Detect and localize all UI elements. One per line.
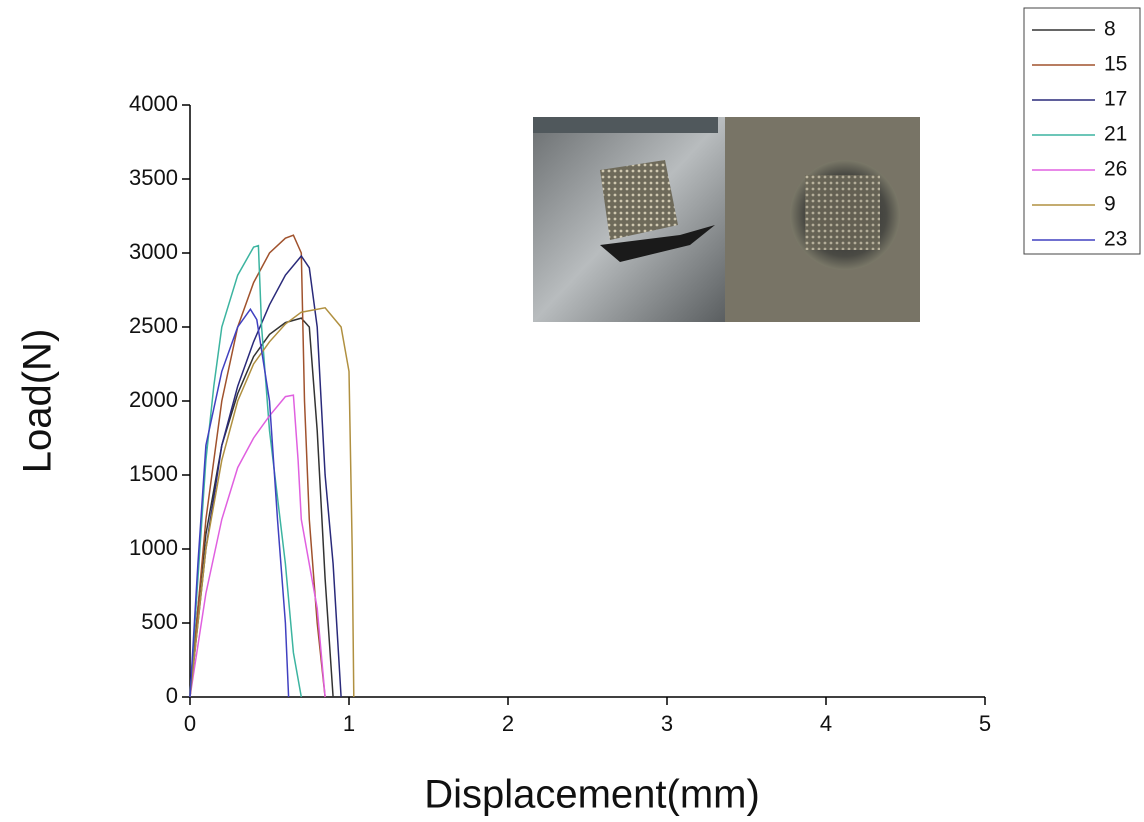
x-axis-label: Displacement(mm) [424, 773, 760, 817]
legend-label: 21 [1104, 123, 1127, 146]
y-tick-label: 3000 [129, 239, 178, 264]
y-tick-label: 3500 [129, 165, 178, 190]
series-line [189, 317, 334, 698]
y-tick-label: 1000 [129, 535, 178, 560]
legend-label: 17 [1104, 88, 1127, 111]
legend-label: 26 [1104, 158, 1127, 181]
series-line [189, 394, 326, 698]
x-tick-label: 5 [979, 711, 991, 736]
legend-label: 15 [1104, 53, 1127, 76]
legend-label: 9 [1104, 193, 1116, 216]
inset-photo [533, 117, 920, 322]
y-tick-label: 0 [166, 683, 178, 708]
y-axis-label: Load(N) [16, 329, 60, 474]
series-line [189, 234, 326, 698]
y-tick-label: 2000 [129, 387, 178, 412]
x-tick-label: 2 [502, 711, 514, 736]
series-line [189, 254, 342, 698]
legend-label: 23 [1104, 228, 1127, 251]
y-tick-label: 1500 [129, 461, 178, 486]
x-tick-label: 1 [343, 711, 355, 736]
x-tick-label: 4 [820, 711, 832, 736]
x-tick-label: 3 [661, 711, 673, 736]
y-tick-label: 2500 [129, 313, 178, 338]
series-line [189, 307, 290, 698]
series-line [189, 244, 303, 698]
y-tick-label: 500 [141, 609, 178, 634]
legend-label: 8 [1104, 18, 1116, 41]
x-tick-label: 0 [184, 711, 196, 736]
legend-box [1023, 7, 1141, 255]
series-line [189, 306, 355, 698]
y-tick-label: 4000 [129, 91, 178, 116]
